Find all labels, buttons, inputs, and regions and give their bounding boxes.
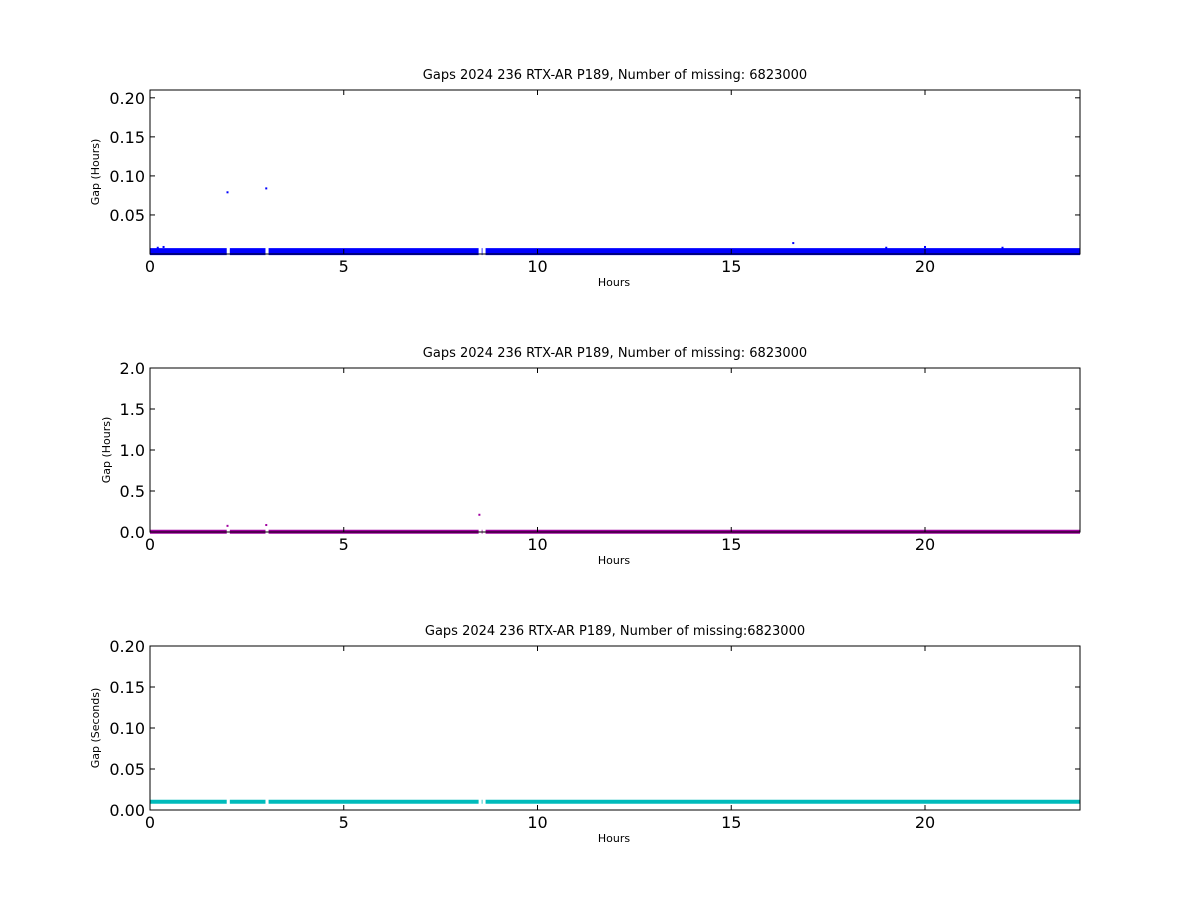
- subplot-1-data-point: [162, 245, 165, 248]
- subplot-3-xtick-label: 15: [721, 813, 741, 832]
- subplot-3-ytick-label: 0.10: [109, 719, 145, 738]
- subplot-1-ylabel: Gap (Hours): [89, 139, 102, 206]
- subplot-2-xtick-label: 20: [915, 535, 935, 554]
- subplot-2-title: Gaps 2024 236 RTX-AR P189, Number of mis…: [423, 346, 807, 361]
- subplot-3-axes-frame: [149, 645, 1081, 811]
- subplot-1-data-point: [1001, 246, 1004, 249]
- subplot-3-ylabel: Gap (Seconds): [89, 688, 102, 769]
- subplot-2-data-point: [226, 524, 229, 527]
- subplot-3-xtick-label: 5: [339, 813, 349, 832]
- subplot-1-ytick-label: 0.05: [109, 206, 145, 225]
- subplot-2: Gaps 2024 236 RTX-AR P189, Number of mis…: [100, 346, 1081, 567]
- subplot-1-title: Gaps 2024 236 RTX-AR P189, Number of mis…: [423, 68, 807, 83]
- subplot-2-data-point: [478, 513, 481, 516]
- subplot-3-xtick-label: 0: [145, 813, 155, 832]
- subplot-1-data-point: [885, 246, 888, 249]
- subplot-2-data-point: [265, 524, 268, 527]
- subplot-2-xtick-label: 15: [721, 535, 741, 554]
- subplot-3-xlabel: Hours: [598, 832, 630, 845]
- subplot-2-ytick-label: 0.0: [120, 523, 145, 542]
- subplot-2-xlabel: Hours: [598, 554, 630, 567]
- subplot-1-data-point: [265, 187, 268, 190]
- subplot-2-ytick-label: 1.0: [120, 441, 145, 460]
- subplot-3: Gaps 2024 236 RTX-AR P189, Number of mis…: [89, 624, 1081, 845]
- subplot-1-ytick-label: 0.10: [109, 167, 145, 186]
- subplot-2-ytick-label: 2.0: [120, 359, 145, 378]
- subplot-3-xtick-label: 10: [527, 813, 547, 832]
- subplot-1-xtick-label: 15: [721, 257, 741, 276]
- subplot-2-xtick-label: 10: [527, 535, 547, 554]
- subplot-3-xtick-label: 20: [915, 813, 935, 832]
- subplot-1-xtick-label: 10: [527, 257, 547, 276]
- subplot-1-xtick-label: 20: [915, 257, 935, 276]
- subplot-3-ytick-label: 0.15: [109, 678, 145, 697]
- subplot-1-axes-frame: [149, 89, 1081, 255]
- subplot-1-ytick-label: 0.15: [109, 128, 145, 147]
- subplot-1: Gaps 2024 236 RTX-AR P189, Number of mis…: [89, 68, 1081, 289]
- subplot-2-ylabel: Gap (Hours): [100, 417, 113, 484]
- subplot-1-data-point: [792, 242, 795, 245]
- subplot-1-data-point: [156, 246, 159, 249]
- subplot-3-ytick-label: 0.00: [109, 801, 145, 820]
- subplot-1-data-point: [226, 191, 229, 194]
- subplot-2-axes-frame: [149, 367, 1081, 533]
- subplot-1-data-point: [924, 245, 926, 248]
- subplot-3-title: Gaps 2024 236 RTX-AR P189, Number of mis…: [425, 624, 805, 639]
- subplot-3-ytick-label: 0.05: [109, 760, 145, 779]
- subplot-1-xtick-label: 5: [339, 257, 349, 276]
- subplot-1-xlabel: Hours: [598, 276, 630, 289]
- subplot-2-ytick-label: 1.5: [120, 400, 145, 419]
- subplot-1-ytick-label: 0.20: [109, 89, 145, 108]
- subplot-1-xtick-label: 0: [145, 257, 155, 276]
- subplot-2-xtick-label: 5: [339, 535, 349, 554]
- subplot-2-xtick-label: 0: [145, 535, 155, 554]
- subplot-2-ytick-label: 0.5: [120, 482, 145, 501]
- subplot-3-ytick-label: 0.20: [109, 637, 145, 656]
